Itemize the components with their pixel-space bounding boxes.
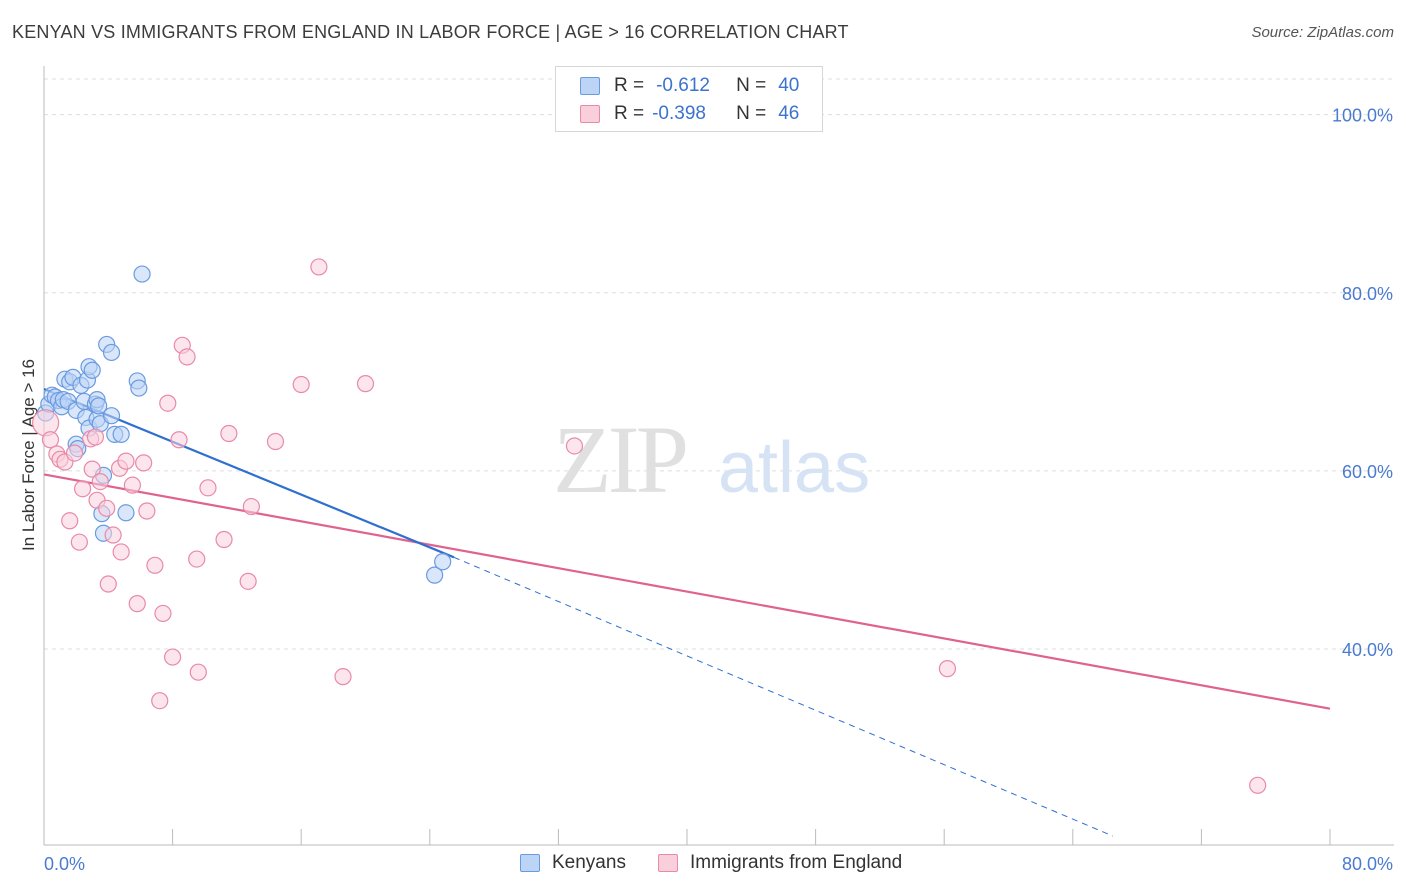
legend-item-kenyans[interactable]: Kenyans xyxy=(520,852,626,874)
watermark-atlas: atlas xyxy=(718,428,870,508)
england-point xyxy=(99,575,117,593)
y-tick-label: 80.0% xyxy=(1342,284,1393,304)
kenyans-point xyxy=(130,379,148,397)
england-point xyxy=(239,572,257,590)
england-point xyxy=(565,437,584,455)
legend-england-label: Immigrants from England xyxy=(690,852,903,873)
england-point xyxy=(242,497,260,516)
y-tick-label: 100.0% xyxy=(1332,106,1393,126)
england-point xyxy=(61,512,79,530)
kenyans-r-value: -0.612 xyxy=(656,75,710,96)
england-trend-line xyxy=(43,473,1331,710)
england-point xyxy=(356,375,375,393)
kenyans-point xyxy=(90,397,108,415)
kenyans-r-label: R = xyxy=(614,75,645,96)
england-point xyxy=(310,258,328,276)
england-point xyxy=(73,480,92,498)
england-point xyxy=(1249,776,1267,794)
watermark-zip: ZIP xyxy=(553,406,686,513)
england-point xyxy=(266,432,285,451)
kenyans-point xyxy=(133,265,151,283)
england-point xyxy=(189,663,207,681)
chart-title: KENYAN VS IMMIGRANTS FROM ENGLAND IN LAB… xyxy=(12,22,849,42)
england-point xyxy=(170,431,188,449)
england-point xyxy=(98,499,116,517)
england-point xyxy=(83,460,101,478)
england-point xyxy=(123,476,142,494)
x-tick-label: 80.0% xyxy=(1342,854,1393,874)
england-point xyxy=(199,479,217,497)
kenyans-point xyxy=(102,407,121,425)
stats-box: R = -0.612 N = 40 R = -0.398 N = 46 xyxy=(555,66,823,132)
england-point xyxy=(151,692,169,710)
england-point xyxy=(128,595,146,613)
kenyans-point xyxy=(112,425,130,443)
kenyans-point xyxy=(117,504,135,522)
kenyans-n-label: N = xyxy=(736,75,767,96)
england-point xyxy=(164,648,182,666)
legend-item-england[interactable]: Immigrants from England xyxy=(658,852,902,874)
stats-row-england: R = -0.398 N = 46 xyxy=(580,102,799,126)
england-point xyxy=(159,394,177,412)
england-point xyxy=(215,530,233,549)
kenyans-point xyxy=(426,566,444,584)
england-point xyxy=(178,348,196,366)
source-credit: Source: ZipAtlas.com xyxy=(1251,24,1394,41)
england-point xyxy=(32,409,60,437)
kenyans-n-value: 40 xyxy=(778,75,800,96)
england-point xyxy=(135,454,153,472)
kenyans-point xyxy=(434,553,452,571)
x-tick-label: 0.0% xyxy=(44,854,85,874)
kenyans-point xyxy=(102,343,121,362)
stats-row-kenyans: R = -0.612 N = 40 xyxy=(580,74,799,98)
england-point xyxy=(65,444,84,462)
england-point xyxy=(112,543,130,561)
y-tick-label: 60.0% xyxy=(1342,462,1393,482)
england-point xyxy=(91,472,109,491)
england-point xyxy=(292,375,310,394)
england-point xyxy=(70,533,88,551)
england-point xyxy=(117,452,135,470)
legend-kenyans-swatch xyxy=(520,854,540,872)
england-point xyxy=(104,526,122,544)
kenyans-point xyxy=(83,361,101,379)
england-r-value: -0.398 xyxy=(652,103,706,124)
england-point xyxy=(154,604,172,623)
legend: Kenyans Immigrants from England xyxy=(0,852,1406,876)
england-point xyxy=(41,431,60,449)
kenyans-trend-extension xyxy=(453,556,1114,837)
kenyans-swatch xyxy=(580,77,600,95)
england-point xyxy=(220,424,238,443)
england-point xyxy=(188,550,206,568)
england-point xyxy=(938,660,957,678)
england-r-label: R = xyxy=(614,103,645,124)
y-tick-label: 40.0% xyxy=(1342,640,1393,660)
england-point xyxy=(334,668,352,686)
england-swatch xyxy=(580,105,600,123)
england-point xyxy=(146,556,164,574)
england-point xyxy=(138,502,156,520)
england-n-label: N = xyxy=(736,103,767,124)
legend-kenyans-label: Kenyans xyxy=(552,852,626,873)
legend-england-swatch xyxy=(658,854,678,872)
england-point xyxy=(86,428,105,446)
england-n-value: 46 xyxy=(778,103,800,124)
